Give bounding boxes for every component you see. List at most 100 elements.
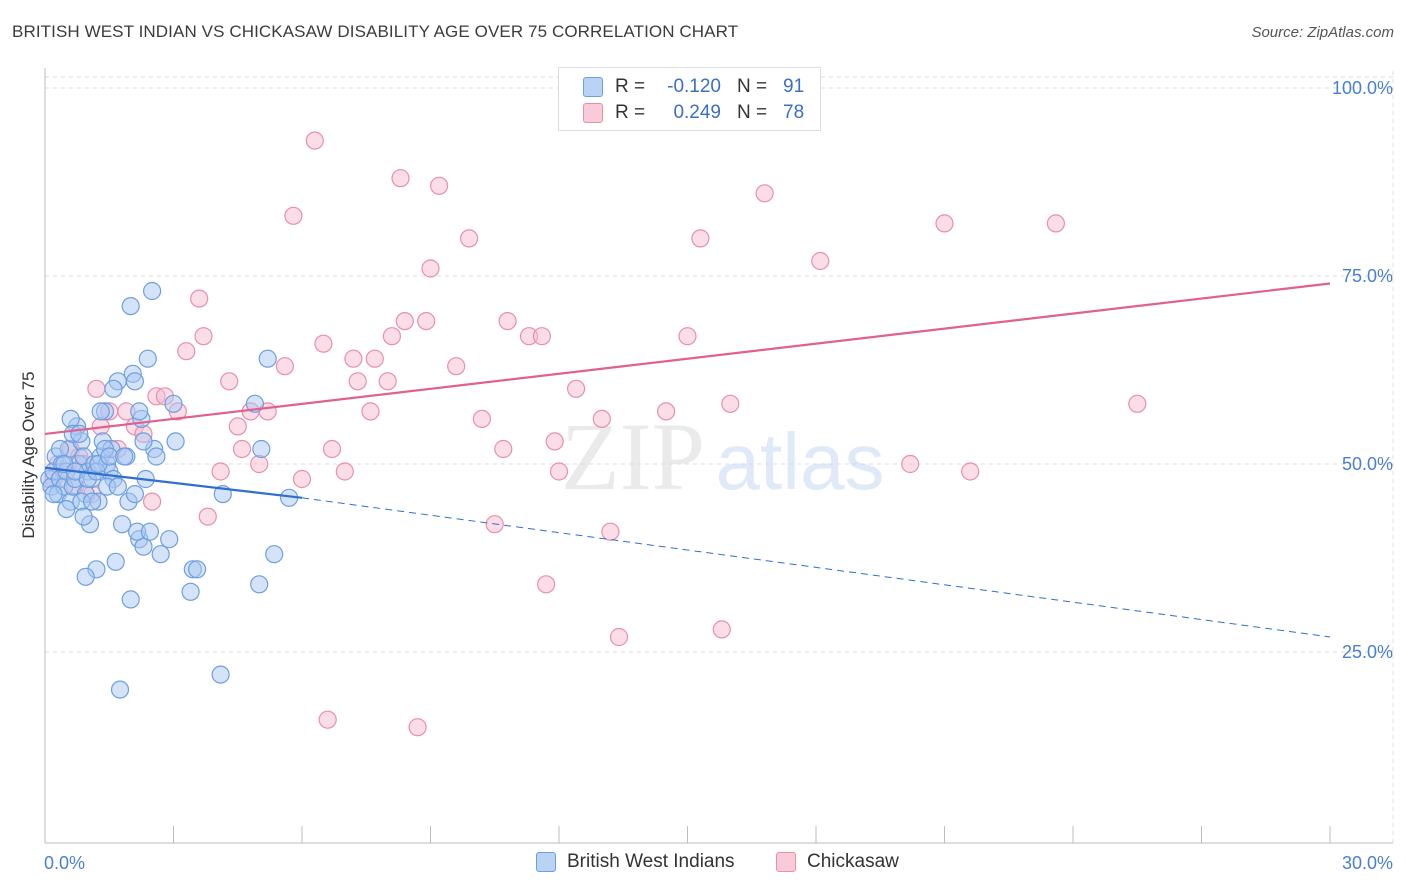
- chickasaw-point: [545, 432, 564, 451]
- chickasaw-point: [901, 454, 920, 474]
- chickasaw-point: [361, 402, 380, 421]
- blue-swatch: [583, 77, 603, 97]
- n-value: 78: [783, 102, 805, 123]
- chickasaw-point: [755, 184, 774, 203]
- chickasaw-point: [190, 289, 209, 308]
- legend-item-british-west-indians[interactable]: British West Indians: [536, 851, 735, 873]
- british-west-indians-trend-solid: [44, 466, 303, 499]
- chickasaw-point: [365, 349, 384, 368]
- british-west-indians-point: [125, 485, 144, 504]
- chickasaw-point: [275, 357, 294, 376]
- british-west-indians-point: [44, 485, 63, 504]
- watermark-atlas: atlas: [716, 417, 885, 506]
- british-west-indians-point: [121, 590, 140, 609]
- british-west-indians-point: [70, 424, 89, 443]
- british-west-indians-point: [252, 439, 271, 459]
- british-west-indians-point: [138, 349, 157, 368]
- chickasaw-point: [1128, 394, 1147, 413]
- british-west-indians-point: [265, 545, 284, 564]
- chickasaw-point: [87, 379, 106, 398]
- british-west-indians-points: [40, 281, 299, 699]
- british-west-indians-point: [57, 500, 76, 519]
- chickasaw-point: [198, 507, 217, 526]
- pink-swatch: [583, 103, 603, 123]
- chickasaw-point: [566, 379, 586, 398]
- chickasaw-point: [712, 620, 731, 639]
- y-tick-label: 25.0%: [1342, 642, 1393, 662]
- legend-label: Chickasaw: [807, 851, 899, 872]
- british-west-indians-point: [151, 545, 170, 564]
- british-west-indians-point: [106, 552, 125, 571]
- british-west-indians-point: [76, 567, 95, 586]
- british-west-indians-point: [91, 402, 110, 421]
- british-west-indians-point: [258, 349, 277, 368]
- chickasaw-point: [721, 394, 740, 413]
- chickasaw-point: [211, 462, 230, 481]
- chickasaw-point: [498, 312, 517, 331]
- r-value: -0.120: [667, 76, 721, 97]
- chickasaw-point: [421, 259, 440, 278]
- chickasaw-point: [391, 169, 410, 188]
- chickasaw-point: [472, 409, 491, 428]
- chickasaw-point: [348, 372, 367, 391]
- stats-row-chickasaw: R = 0.249 N = 78: [583, 100, 804, 126]
- chickasaw-point: [143, 492, 162, 511]
- chickasaw-point: [592, 409, 611, 428]
- british-west-indians-point: [110, 680, 130, 699]
- british-west-indians-point: [164, 394, 183, 413]
- chickasaw-point: [494, 439, 513, 459]
- chart-title: BRITISH WEST INDIAN VS CHICKASAW DISABIL…: [12, 22, 739, 41]
- british-west-indians-trend-dashed: [301, 497, 1331, 638]
- british-west-indians-point: [166, 432, 185, 451]
- y-tick-label: 100.0%: [1332, 78, 1393, 98]
- british-west-indians-point: [250, 575, 269, 594]
- british-west-indians-point: [108, 477, 127, 496]
- y-tick-label: 50.0%: [1342, 454, 1393, 474]
- watermark: ZIP atlas: [561, 403, 884, 510]
- x-tick-label: 30.0%: [1342, 853, 1393, 873]
- r-label: R =: [615, 102, 646, 123]
- n-label: N =: [737, 76, 768, 97]
- source-credit: Source: ZipAtlas.com: [1251, 24, 1394, 41]
- y-tick-label: 75.0%: [1342, 266, 1393, 286]
- r-label: R =: [615, 76, 646, 97]
- chickasaw-point: [322, 439, 342, 459]
- chickasaw-point: [292, 469, 312, 489]
- chickasaw-point: [305, 131, 324, 150]
- chickasaw-point: [284, 206, 303, 225]
- chickasaw-point: [228, 417, 247, 436]
- british-west-indians-point: [104, 379, 123, 398]
- british-west-indians-point: [74, 507, 93, 526]
- chickasaw-point: [549, 462, 569, 481]
- chickasaw-trend: [44, 282, 1331, 436]
- n-label: N =: [737, 102, 768, 123]
- legend-label: British West Indians: [567, 851, 735, 872]
- axes: [44, 68, 1393, 844]
- chickasaw-point: [961, 462, 980, 481]
- british-west-indians-point: [160, 530, 179, 549]
- british-west-indians-point: [50, 439, 70, 459]
- chickasaw-point: [532, 327, 552, 346]
- n-value: 91: [783, 76, 805, 97]
- blue-swatch: [536, 852, 556, 872]
- chickasaw-point: [691, 229, 710, 248]
- chickasaw-point: [314, 334, 333, 353]
- legend-item-chickasaw[interactable]: Chickasaw: [776, 851, 899, 873]
- british-west-indians-point: [82, 492, 102, 511]
- chickasaw-point: [430, 176, 449, 195]
- tick-labels: 25.0% 50.0% 75.0% 100.0% 0.0% 30.0%: [44, 78, 1393, 873]
- british-west-indians-point: [121, 297, 140, 316]
- chickasaw-point: [250, 454, 269, 474]
- stats-legend: R = -0.120 N = 91 R = 0.249 N = 78: [558, 67, 821, 131]
- british-west-indians-point: [140, 522, 159, 541]
- british-west-indians-point: [61, 409, 80, 428]
- chickasaw-point: [536, 575, 556, 594]
- british-west-indians-point: [181, 582, 200, 601]
- chickasaw-point: [609, 627, 629, 647]
- series-legend: British West Indians Chickasaw: [0, 851, 1406, 877]
- british-west-indians-point: [147, 447, 166, 466]
- chickasaw-point: [382, 327, 401, 346]
- chickasaw-point: [656, 402, 676, 421]
- chickasaw-point: [232, 439, 252, 459]
